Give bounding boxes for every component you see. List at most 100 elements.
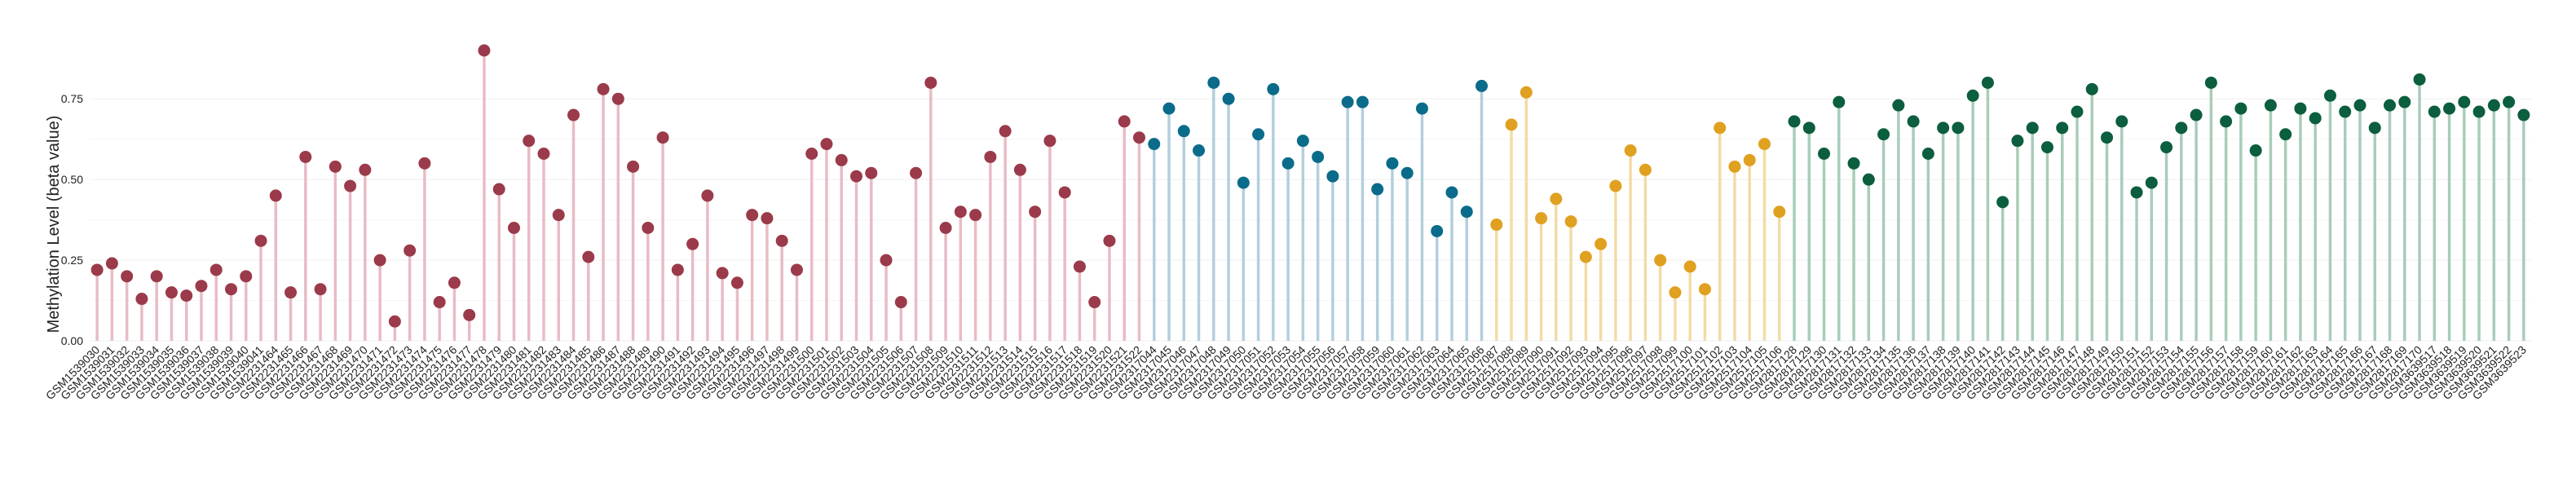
lollipop-point — [2190, 108, 2203, 121]
lollipop-point — [850, 170, 863, 183]
y-tick-label: 0.00 — [61, 334, 83, 347]
lollipop-point — [240, 270, 253, 283]
lollipop-point — [1996, 196, 2009, 209]
lollipop-point — [2175, 121, 2188, 135]
lollipop-point — [1445, 186, 1458, 199]
lollipop-point — [2160, 141, 2173, 154]
lollipop-point — [1698, 283, 1711, 296]
lollipop-point — [642, 222, 655, 235]
lollipop-point — [359, 163, 372, 176]
lollipop-point — [924, 76, 937, 89]
lollipop-stems — [95, 50, 2525, 341]
lollipop-point — [1356, 95, 1369, 108]
lollipop-point — [1773, 205, 1786, 219]
lollipop-point — [1193, 144, 1206, 157]
lollipop-point — [254, 234, 267, 247]
lollipop-point — [1296, 135, 1309, 148]
lollipop-point — [1177, 125, 1190, 138]
y-tick-label: 0.50 — [61, 173, 83, 186]
lollipop-point — [2279, 128, 2292, 141]
lollipop-point — [597, 82, 610, 95]
lollipop-point — [2145, 176, 2158, 189]
y-axis-title: Methylation Level (beta value) — [45, 116, 63, 333]
lollipop-point — [2384, 99, 2397, 112]
lollipop-point — [433, 296, 446, 309]
lollipop-point — [1877, 128, 1890, 141]
lollipop-point — [1073, 260, 1086, 273]
lollipop-point — [1490, 219, 1503, 232]
lollipop-point — [1862, 173, 1875, 186]
lollipop-point — [2443, 102, 2456, 115]
lollipop-point — [2458, 95, 2471, 108]
lollipop-point — [1118, 115, 1131, 128]
lollipop-point — [2264, 99, 2277, 112]
lollipop-point — [2040, 141, 2053, 154]
lollipop-point — [627, 160, 640, 173]
lollipop-point — [90, 263, 104, 276]
lollipop-point — [224, 283, 237, 296]
lollipop-point — [1847, 157, 1860, 170]
lollipop-point — [820, 138, 833, 151]
lollipop-point — [1624, 144, 1637, 157]
lollipop-point — [210, 263, 223, 276]
lollipop-point — [865, 166, 878, 179]
lollipop-point — [2115, 115, 2128, 128]
lollipop-point — [1281, 157, 1295, 170]
lollipop-point — [939, 222, 952, 235]
lollipop-point — [2413, 73, 2426, 86]
lollipop-point — [195, 280, 208, 293]
y-tick-label: 0.25 — [61, 254, 83, 267]
lollipop-point — [1728, 160, 1741, 173]
lollipop-point — [1758, 138, 1771, 151]
lollipop-point — [404, 244, 417, 257]
lollipop-point — [2517, 108, 2530, 121]
lollipop-point — [135, 293, 148, 306]
lollipop-point — [1326, 170, 1339, 183]
lollipop-point — [121, 270, 134, 283]
lollipop-point — [761, 212, 774, 225]
lollipop-point — [2487, 99, 2500, 112]
lollipop-point — [2071, 105, 2084, 118]
lollipop-point — [1639, 163, 1652, 176]
lollipop-point — [2085, 82, 2098, 95]
lollipop-point — [478, 44, 491, 57]
lollipop-point — [2234, 102, 2247, 115]
lollipop-point — [165, 286, 178, 299]
lollipop-point — [1400, 166, 1414, 179]
lollipop-point — [1892, 99, 1905, 112]
lollipop-point — [1475, 79, 1489, 92]
lollipop-point — [1029, 205, 1042, 219]
lollipop-point — [701, 189, 714, 202]
lollipop-point — [746, 209, 759, 222]
lollipop-point — [1505, 118, 1518, 131]
lollipop-point — [2339, 105, 2352, 118]
lollipop-point — [775, 234, 788, 247]
lollipop-point — [1312, 150, 1325, 163]
lollipop-point — [671, 263, 684, 276]
lollipop-point — [2503, 95, 2516, 108]
lollipop-point — [537, 147, 550, 160]
lollipop-point — [329, 160, 342, 173]
lollipop-point — [582, 250, 595, 263]
lollipop-point — [1654, 254, 1667, 267]
lollipop-point — [552, 209, 565, 222]
y-axis-ticks: 0.00 0.25 0.50 0.75 — [61, 92, 83, 347]
lollipop-point — [2428, 105, 2441, 118]
lollipop-point — [1595, 237, 1608, 250]
lollipop-point — [2204, 76, 2217, 89]
lollipop-point — [523, 135, 536, 148]
lollipop-point — [2011, 135, 2024, 148]
lollipop-point — [2398, 95, 2411, 108]
lollipop-point — [1431, 224, 1444, 237]
lollipop-point — [1088, 296, 1101, 309]
lollipop-point — [2056, 121, 2069, 135]
lollipop-point — [1058, 186, 1071, 199]
lollipop-point — [2472, 105, 2486, 118]
lollipop-point — [835, 153, 848, 166]
lollipop-point — [1043, 135, 1056, 148]
lollipop-point — [1222, 92, 1235, 105]
lollipop-point — [2026, 121, 2039, 135]
lollipop-point — [1579, 250, 1592, 263]
